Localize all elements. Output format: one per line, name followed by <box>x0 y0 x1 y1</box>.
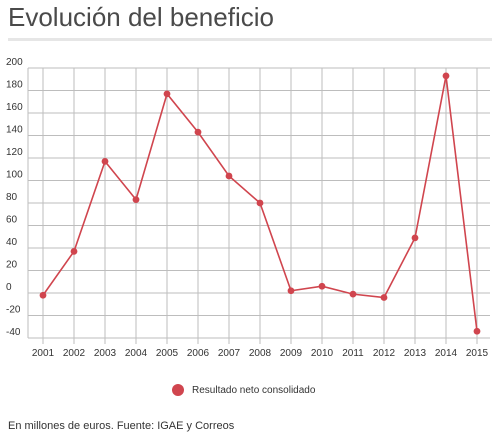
data-point <box>194 128 202 136</box>
legend[interactable]: Resultado neto consolidado <box>172 382 315 398</box>
y-tick-label: 20 <box>6 260 18 271</box>
source-note: En millones de euros. Fuente: IGAE y Cor… <box>8 420 235 432</box>
data-point <box>287 287 295 295</box>
x-tick-label: 2014 <box>435 348 458 359</box>
x-tick-label: 2010 <box>311 348 334 359</box>
x-tick-label: 2004 <box>125 348 148 359</box>
x-tick-label: 2011 <box>342 348 364 359</box>
y-tick-label: 40 <box>6 237 18 248</box>
title-divider <box>8 38 492 41</box>
data-point <box>473 327 481 335</box>
y-tick-label: 0 <box>6 282 12 293</box>
y-tick-label: 160 <box>6 102 23 113</box>
data-point <box>411 234 419 242</box>
y-tick-label: 140 <box>6 125 23 136</box>
legend-marker <box>172 384 184 396</box>
x-axis-tick-labels: 2001 2002 2003 2004 2005 2006 2007 2008 2009 2010… <box>32 348 489 359</box>
x-tick-label: 2012 <box>373 348 396 359</box>
x-tick-label: 2005 <box>156 348 179 359</box>
data-point <box>163 90 171 98</box>
data-point <box>318 282 326 290</box>
y-tick-label: 60 <box>6 215 18 226</box>
y-tick-label: 120 <box>6 147 23 158</box>
x-tick-label: 2006 <box>187 348 210 359</box>
y-tick-label: 180 <box>6 80 23 91</box>
x-tick-label: 2008 <box>249 348 272 359</box>
data-point <box>442 72 450 80</box>
y-axis-tick-labels: -40 -20 0 20 40 60 80 100 120 140 160 180 200 <box>6 57 23 338</box>
x-tick-label: 2007 <box>218 348 241 359</box>
series-layer <box>39 72 481 335</box>
y-tick-label: -40 <box>6 327 21 338</box>
x-tick-label: 2003 <box>94 348 117 359</box>
chart-grid <box>27 67 490 344</box>
x-tick-label: 2009 <box>280 348 303 359</box>
chart-title: Evolución del beneficio <box>8 2 274 32</box>
data-point <box>256 199 264 207</box>
data-point <box>349 290 357 298</box>
y-tick-label: 200 <box>6 57 23 68</box>
data-point <box>132 196 140 204</box>
data-point <box>380 294 388 301</box>
y-tick-label: 100 <box>6 170 23 181</box>
data-point <box>101 157 109 165</box>
data-point <box>70 247 78 255</box>
x-tick-label: 2002 <box>63 348 86 359</box>
x-tick-label: 2001 <box>32 348 55 359</box>
x-tick-label: 2013 <box>404 348 427 359</box>
data-point <box>225 172 233 180</box>
x-tick-label: 2015 <box>466 348 489 359</box>
legend-label: Resultado neto consolidado <box>192 384 316 396</box>
y-tick-label: -20 <box>6 305 21 316</box>
y-tick-label: 80 <box>6 192 18 203</box>
data-point <box>39 291 47 299</box>
